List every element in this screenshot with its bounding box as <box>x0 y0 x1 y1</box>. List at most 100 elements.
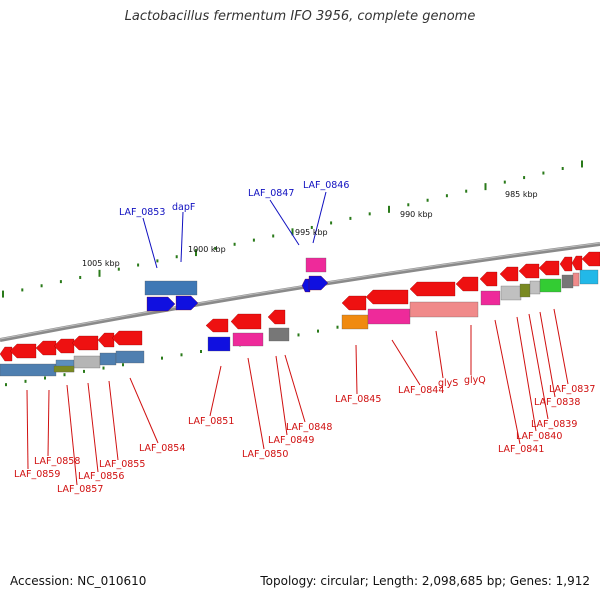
gene-product-box[interactable] <box>519 283 531 298</box>
leader-line <box>108 380 119 461</box>
gene-label[interactable]: LAF_0839 <box>531 419 577 430</box>
gene-arrow[interactable] <box>175 295 199 311</box>
gene-arrow[interactable] <box>9 343 37 359</box>
gene-product-box[interactable] <box>207 336 231 352</box>
gene-label[interactable]: LAF_0851 <box>188 416 234 427</box>
gene-arrow[interactable] <box>365 289 409 305</box>
gene-product-box[interactable] <box>341 314 369 330</box>
gene-label[interactable]: LAF_0841 <box>498 444 544 455</box>
leader-line <box>209 365 222 417</box>
scale-tick <box>79 275 82 279</box>
gene-arrow[interactable] <box>559 256 573 272</box>
gene-arrow[interactable] <box>111 330 143 346</box>
gene-label[interactable]: glyS <box>438 378 458 389</box>
gene-label[interactable]: LAF_0853 <box>119 207 165 218</box>
gene-label[interactable]: LAF_0850 <box>242 449 288 460</box>
gene-arrow[interactable] <box>499 266 519 282</box>
gene-label[interactable]: LAF_0847 <box>248 188 294 199</box>
gene-label[interactable]: LAF_0857 <box>57 484 103 495</box>
page-title: Lactobacillus fermentum IFO 3956, comple… <box>124 9 476 24</box>
gene-label[interactable]: dapF <box>172 202 195 213</box>
leader-line <box>312 191 327 244</box>
gene-label[interactable]: LAF_0859 <box>14 469 60 480</box>
gene-product-box[interactable] <box>0 363 57 377</box>
gene-arrow[interactable] <box>571 255 583 271</box>
gene-product-box[interactable] <box>144 280 198 296</box>
scale-tick <box>330 221 333 225</box>
scale-tick <box>180 353 183 357</box>
gene-label[interactable]: LAF_0854 <box>139 443 185 454</box>
gene-label[interactable]: LAF_0838 <box>534 397 580 408</box>
gene-arrow[interactable] <box>301 278 311 293</box>
gene-product-box[interactable] <box>367 308 411 325</box>
gene-arrow[interactable] <box>479 271 498 287</box>
gene-arrow[interactable] <box>341 295 367 311</box>
gene-arrow[interactable] <box>205 318 229 333</box>
scale-tick <box>407 203 410 207</box>
gene-product-box[interactable] <box>268 327 290 342</box>
gene-arrow[interactable] <box>409 281 456 297</box>
scale-tick <box>200 350 202 353</box>
genome-summary-text: Topology: circular; Length: 2,098,685 bp… <box>260 574 590 588</box>
gene-arrow[interactable] <box>35 340 57 356</box>
gene-product-box[interactable] <box>561 274 574 289</box>
gene-arrow[interactable] <box>146 296 176 312</box>
gene-arrow[interactable] <box>97 332 115 348</box>
scale-tick <box>156 259 159 263</box>
gene-product-box[interactable] <box>480 290 501 306</box>
gene-label[interactable]: LAF_0844 <box>398 385 444 396</box>
leader-line <box>142 217 158 269</box>
gene-label[interactable]: LAF_0837 <box>549 384 595 395</box>
gene-product-box[interactable] <box>500 285 522 301</box>
scale-tick <box>214 246 217 250</box>
gene-label[interactable]: LAF_0858 <box>34 456 80 467</box>
gene-product-box[interactable] <box>115 350 145 364</box>
gene-arrow[interactable] <box>581 251 600 267</box>
gene-product-box[interactable] <box>53 365 75 373</box>
scale-tick <box>175 255 178 259</box>
scale-tick <box>161 356 163 360</box>
gene-label[interactable]: LAF_0849 <box>268 435 314 446</box>
leader-line <box>275 355 288 436</box>
gene-arrow[interactable] <box>518 263 540 279</box>
gene-label[interactable]: LAF_0848 <box>286 422 332 433</box>
gene-product-box[interactable] <box>409 301 479 318</box>
scale-tick <box>291 228 294 236</box>
gene-label[interactable]: LAF_0855 <box>99 459 145 470</box>
gene-product-box[interactable] <box>572 272 580 287</box>
gene-product-box[interactable] <box>539 278 562 293</box>
gene-arrow[interactable] <box>53 338 75 354</box>
gene-label[interactable]: LAF_0856 <box>78 471 124 482</box>
scale-tick <box>5 383 7 387</box>
scale-tick <box>561 167 564 171</box>
gene-label[interactable]: LAF_0840 <box>516 431 562 442</box>
scale-tick <box>21 288 24 292</box>
leader-line <box>539 311 556 398</box>
leader-line <box>129 377 159 444</box>
scale-tick <box>117 267 120 271</box>
leader-line <box>516 316 537 432</box>
gene-product-box[interactable] <box>579 269 599 285</box>
gene-label[interactable]: LAF_0845 <box>335 394 381 405</box>
genome-backbone <box>0 242 600 342</box>
leader-line <box>553 308 569 385</box>
leader-line <box>87 382 99 473</box>
gene-arrow[interactable] <box>267 309 286 325</box>
gene-product-box[interactable] <box>232 332 264 347</box>
gene-features <box>0 251 600 377</box>
scale-tick <box>122 363 124 367</box>
scale-tick <box>484 183 487 191</box>
gene-arrow[interactable] <box>308 275 329 291</box>
scale-tick <box>445 194 448 198</box>
gene-label[interactable]: glyQ <box>464 375 486 386</box>
gene-arrow[interactable] <box>71 335 99 351</box>
gene-arrow[interactable] <box>455 276 479 292</box>
gene-arrow[interactable] <box>230 313 262 330</box>
gene-product-box[interactable] <box>99 352 117 366</box>
gene-product-box[interactable] <box>529 280 541 295</box>
gene-product-box[interactable] <box>305 257 327 273</box>
gene-arrow[interactable] <box>538 260 560 276</box>
gene-label[interactable]: LAF_0846 <box>303 180 349 191</box>
gene-product-box[interactable] <box>73 355 101 369</box>
gene-arrow[interactable] <box>0 346 13 362</box>
